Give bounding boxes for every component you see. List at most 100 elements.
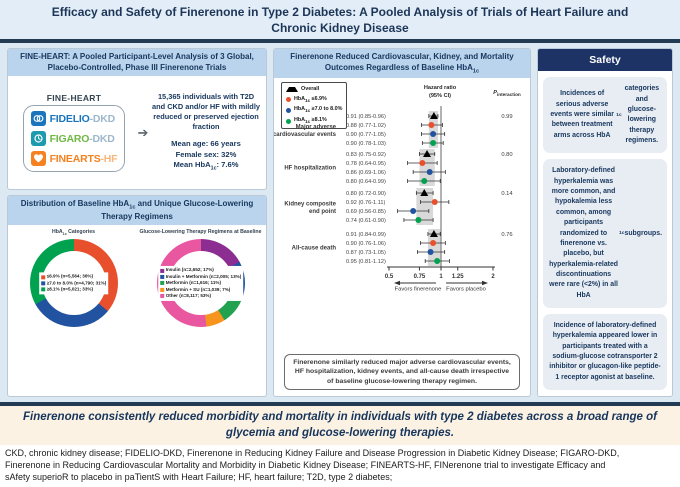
- safety-panel-header: Safety: [538, 49, 672, 72]
- legend-item: ≤6.9% (n=5,564; 36%): [40, 274, 107, 280]
- legend-item: ≥8.1% (n=5,021; 33%): [40, 287, 107, 293]
- safety-box-adverse-events: Incidences of serious adverse events wer…: [543, 77, 667, 154]
- svg-text:0.75: 0.75: [414, 274, 426, 280]
- forest-plot-svg: 0.91 (0.85-0.96) 0.88 (0.77-1.02) 0.90 (0.…: [274, 106, 513, 293]
- cohort-stats: Mean age: 66 years Female sex: 32% Mean …: [151, 139, 261, 173]
- fine-heart-panel: FINE-HEART: A Pooled Participant-Level A…: [7, 48, 267, 191]
- svg-text:end point: end point: [309, 209, 336, 215]
- legend-item: Other (n=8,117; 53%): [159, 293, 242, 299]
- safety-panel: Safety Incidences of serious adverse eve…: [537, 48, 673, 398]
- svg-text:0.95 (0.81-1.12): 0.95 (0.81-1.12): [346, 259, 386, 265]
- distribution-panel-header: Distribution of Baseline HbA1c and Uniqu…: [8, 196, 266, 226]
- svg-text:Major adverse: Major adverse: [296, 125, 337, 131]
- svg-text:0.83 (0.75-0.92): 0.83 (0.75-0.92): [346, 152, 386, 158]
- forest-note-box: Finerenone similarly reduced major adver…: [284, 353, 520, 391]
- legend-swatch: [159, 294, 164, 299]
- trials-box: FIDELIO-DKD FIGARO-DKD: [22, 105, 126, 173]
- trial-finearts-hf: FINEARTS-HF: [30, 151, 118, 167]
- trial-fidelio-dkd: FIDELIO-DKD: [30, 111, 118, 127]
- fine-heart-logo-title: FINE-HEART: [46, 93, 102, 104]
- forest-plot: Overall HbA1c ≤6.9% HbA1c ≥7.0 to 8.0% H…: [274, 78, 530, 351]
- svg-text:0.99: 0.99: [501, 114, 512, 120]
- legend-item: Insulin + Metformin (n=2,005; 13%): [159, 274, 241, 280]
- legend-item: Metformin (n=1,616; 11%): [159, 280, 242, 286]
- legend-item: Insulin (n=2,652; 17%): [159, 267, 242, 273]
- legend-swatch: [159, 268, 164, 273]
- trial-figaro-dkd: FIGARO-DKD: [30, 131, 118, 147]
- svg-text:0.14: 0.14: [501, 191, 513, 197]
- safety-box-sglt2-glp1: Incidence of laboratory-defined hyperkal…: [543, 314, 667, 391]
- svg-text:0.92 (0.76-1.11): 0.92 (0.76-1.11): [346, 200, 386, 206]
- distribution-panel: Distribution of Baseline HbA1c and Uniqu…: [7, 195, 267, 398]
- legend-swatch: [159, 281, 164, 286]
- legend-swatch: [40, 281, 45, 286]
- footer-line-1: CKD, chronic kidney disease; FIDELIO-DKD…: [5, 448, 620, 459]
- svg-text:0.80: 0.80: [501, 152, 512, 158]
- mean-age: Mean age: 66 years: [171, 138, 241, 148]
- svg-text:Favors finerenone: Favors finerenone: [395, 287, 442, 293]
- hba1c-donut-chart: HbA1c Categories ≤6.9% (n=5,564; 36%) ≥7.…: [10, 227, 137, 396]
- forest-panel-header: Finerenone Reduced Cardiovascular, Kidne…: [274, 49, 530, 79]
- regimens-donut-title: Glucose-Lowering Therapy Regimens at Bas…: [139, 229, 262, 236]
- red-dot-marker: [286, 96, 291, 102]
- forest-legend: Overall HbA1c ≤6.9% HbA1c ≥7.0 to 8.0% H…: [281, 82, 348, 130]
- conclusion-text: Finerenone consistently reduced morbidit…: [23, 411, 657, 439]
- legend-swatch: [159, 287, 164, 292]
- blue-dot-marker: [286, 107, 291, 113]
- svg-text:HF hospitalization: HF hospitalization: [284, 166, 336, 172]
- svg-text:1: 1: [439, 274, 443, 280]
- safety-box-hyperkalemia: Laboratory-defined hyperkalemia was more…: [543, 159, 667, 309]
- svg-text:0.86 (0.69-1.06): 0.86 (0.69-1.06): [346, 170, 386, 176]
- hba1c-donut-legend: ≤6.9% (n=5,564; 36%) ≥7.0 to 8.0% (n=4,79…: [38, 272, 109, 295]
- legend-item: ≥7.0 to 8.0% (n=4,790; 31%): [40, 280, 106, 286]
- svg-text:0.88 (0.77-1.02): 0.88 (0.77-1.02): [346, 123, 386, 129]
- main-content: FINE-HEART: A Pooled Participant-Level A…: [0, 43, 680, 403]
- svg-text:0.91 (0.84-0.99): 0.91 (0.84-0.99): [346, 232, 386, 238]
- svg-text:0.78 (0.64-0.95): 0.78 (0.64-0.95): [346, 161, 386, 167]
- right-arrow-icon: ➔: [137, 124, 149, 140]
- legend-item-overall: Overall: [286, 85, 342, 93]
- forest-plot-panel: Finerenone Reduced Cardiovascular, Kidne…: [273, 48, 531, 398]
- footer-line-3: sAfety superioR to placebo in paTientS w…: [5, 471, 393, 482]
- legend-swatch: [159, 275, 164, 280]
- page-title: Efficacy and Safety of Finerenone in Typ…: [51, 5, 629, 35]
- svg-text:0.76: 0.76: [501, 232, 512, 238]
- abbreviations-footer: CKD, chronic kidney disease; FIDELIO-DKD…: [0, 445, 680, 487]
- hba1c-donut-title: HbA1c Categories: [52, 229, 95, 237]
- footer-line-2: Finerenone in Reducing Cardiovascular Mo…: [5, 460, 606, 471]
- legend-item-hba1c-high: HbA1c ≥8.1%: [286, 116, 342, 126]
- svg-text:1.25: 1.25: [452, 274, 464, 280]
- legend-item-hba1c-mid: HbA1c ≥7.0 to 8.0%: [286, 105, 342, 115]
- svg-text:0.80 (0.64-0.99): 0.80 (0.64-0.99): [346, 179, 386, 185]
- legend-item: Metformin + SU (n=1,039; 7%): [159, 287, 242, 293]
- kidney-rings-icon: [30, 111, 46, 127]
- svg-text:0.91 (0.85-0.96): 0.91 (0.85-0.96): [346, 114, 386, 120]
- hazard-ratio-column-header: Hazard ratio (95% CI): [423, 85, 457, 99]
- p-interaction-column-header: Pinteraction: [493, 90, 521, 98]
- divider-top: [0, 39, 680, 44]
- heart-clock-icon: [30, 131, 46, 147]
- regimens-donut-chart: Glucose-Lowering Therapy Regimens at Bas…: [137, 227, 264, 396]
- fine-heart-panel-header: FINE-HEART: A Pooled Participant-Level A…: [8, 49, 266, 76]
- svg-text:Favors placebo: Favors placebo: [446, 287, 486, 293]
- svg-text:cardiovascular events: cardiovascular events: [274, 132, 337, 138]
- left-column: FINE-HEART: A Pooled Participant-Level A…: [7, 48, 267, 398]
- divider-bottom: [0, 402, 680, 407]
- svg-text:All-cause death: All-cause death: [292, 246, 337, 252]
- mean-hba1c: Mean HbA1c: 7.6%: [173, 160, 239, 172]
- middle-column: Finerenone Reduced Cardiovascular, Kidne…: [273, 48, 531, 398]
- conclusion-banner: Finerenone consistently reduced morbidit…: [0, 406, 680, 446]
- title-bar: Efficacy and Safety of Finerenone in Typ…: [0, 0, 680, 40]
- svg-text:0.90 (0.77-1.05): 0.90 (0.77-1.05): [346, 132, 386, 138]
- svg-text:0.74 (0.61-0.90): 0.74 (0.61-0.90): [346, 218, 386, 224]
- svg-text:0.90 (0.78-1.03): 0.90 (0.78-1.03): [346, 141, 386, 147]
- legend-swatch: [40, 275, 45, 280]
- svg-text:2: 2: [491, 274, 495, 280]
- heart-icon: [30, 151, 46, 167]
- legend-swatch: [40, 287, 45, 292]
- legend-item-hba1c-low: HbA1c ≤6.9%: [286, 95, 342, 105]
- svg-text:0.69 (0.56-0.85): 0.69 (0.56-0.85): [346, 209, 386, 215]
- green-dot-marker: [286, 118, 291, 124]
- overall-triangle-marker: [286, 86, 298, 92]
